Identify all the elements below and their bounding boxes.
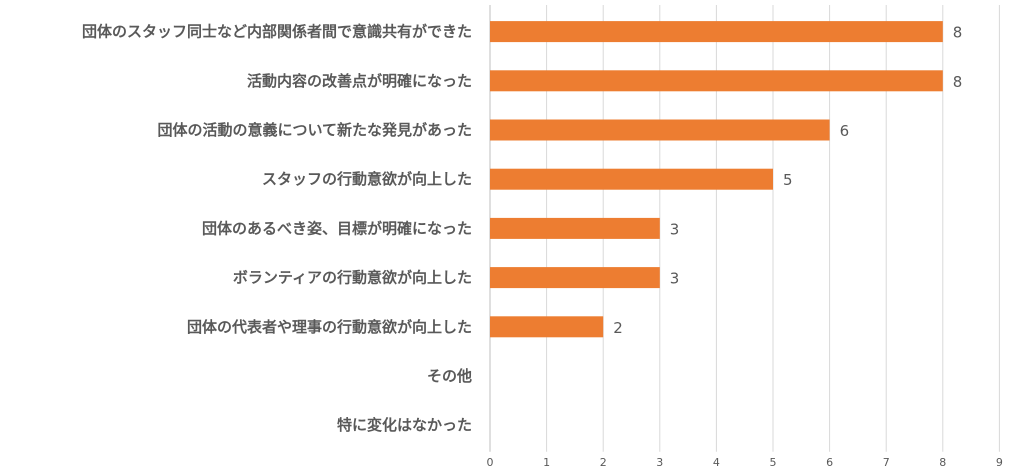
x-tick-label-3: 3 xyxy=(656,456,663,469)
value-label-0: 8 xyxy=(953,24,963,42)
x-tick-label-5: 5 xyxy=(770,456,777,469)
x-tick-label-4: 4 xyxy=(713,456,720,469)
value-label-1: 8 xyxy=(953,73,963,91)
bar-1 xyxy=(490,70,943,92)
category-label-1: 活動内容の改善点が明確になった xyxy=(247,72,472,90)
category-label-3: スタッフの行動意欲が向上した xyxy=(262,170,472,188)
bars xyxy=(490,21,943,338)
x-tick-label-2: 2 xyxy=(600,456,607,469)
value-label-6: 2 xyxy=(613,319,623,337)
bar-6 xyxy=(490,316,604,338)
value-label-2: 6 xyxy=(840,122,850,140)
category-labels: 団体のスタッフ同士など内部関係者間で意識共有ができた活動内容の改善点が明確になっ… xyxy=(82,23,472,435)
value-label-5: 3 xyxy=(670,270,680,288)
x-tick-label-6: 6 xyxy=(826,456,833,469)
x-tick-label-0: 0 xyxy=(487,456,494,469)
bar-5 xyxy=(490,267,660,289)
value-labels: 8 8 6 5 3 3 2 xyxy=(613,24,962,337)
category-label-8: 特に変化はなかった xyxy=(337,416,472,434)
bar-0 xyxy=(490,21,943,43)
category-label-6: 団体の代表者や理事の行動意欲が向上した xyxy=(187,318,472,336)
value-label-4: 3 xyxy=(670,220,680,238)
category-label-4: 団体のあるべき姿、目標が明確になった xyxy=(202,219,472,237)
bar-4 xyxy=(490,217,660,239)
x-axis-tick-labels: 0 1 2 3 4 5 6 7 8 9 xyxy=(487,456,1003,469)
x-tick-label-9: 9 xyxy=(996,456,1003,469)
x-tick-label-7: 7 xyxy=(883,456,890,469)
x-tick-label-8: 8 xyxy=(939,456,946,469)
category-label-5: ボランティアの行動意欲が向上した xyxy=(233,269,472,287)
bar-3 xyxy=(490,168,773,190)
value-label-3: 5 xyxy=(783,171,793,189)
x-tick-label-1: 1 xyxy=(543,456,550,469)
category-label-2: 団体の活動の意義について新たな発見があった xyxy=(157,121,472,139)
bar-2 xyxy=(490,119,830,141)
category-label-7: その他 xyxy=(427,367,472,385)
category-label-0: 団体のスタッフ同士など内部関係者間で意識共有ができた xyxy=(82,23,472,41)
